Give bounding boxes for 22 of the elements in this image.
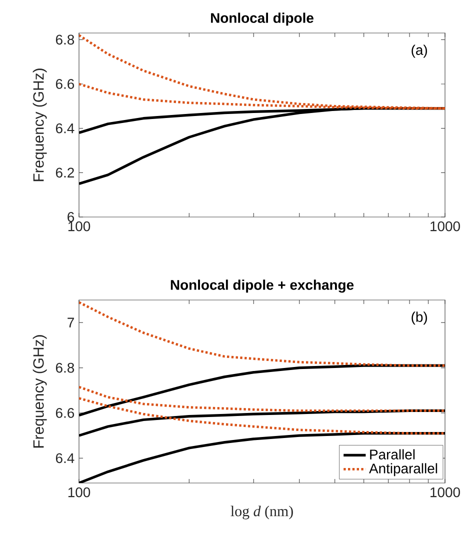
x-axis-title: log d (nm) [230, 506, 293, 520]
y-tick-label: 6.8 [56, 34, 74, 45]
y-tick-label: 7 [68, 318, 74, 328]
legend-label: Antiparallel [369, 463, 438, 476]
y-tick-label: 6.2 [56, 168, 74, 178]
x-tick-label: 1000 [430, 221, 460, 232]
y-tick-label: 6.6 [56, 408, 74, 418]
x-tick-label: 1000 [430, 487, 460, 498]
annotation: (b) [412, 312, 427, 325]
y-tick-label: 6.6 [56, 79, 74, 89]
y-axis-title: Frequency (GHz) [32, 335, 47, 448]
x-tick-label: 100 [68, 487, 90, 498]
legend-label: Parallel [370, 449, 415, 460]
annotation: (a) [412, 44, 427, 58]
x-tick-label: 100 [68, 221, 90, 232]
chart-title: Nonlocal dipole + exchange [170, 280, 354, 293]
y-tick-label: 6.8 [56, 362, 74, 373]
y-axis-title: Frequency (GHz) [32, 68, 47, 182]
chart-title: Nonlocal dipole [211, 12, 314, 26]
y-tick-label: 6.4 [56, 453, 74, 464]
y-tick-label: 6 [68, 212, 74, 222]
y-tick-label: 6.4 [56, 123, 74, 134]
